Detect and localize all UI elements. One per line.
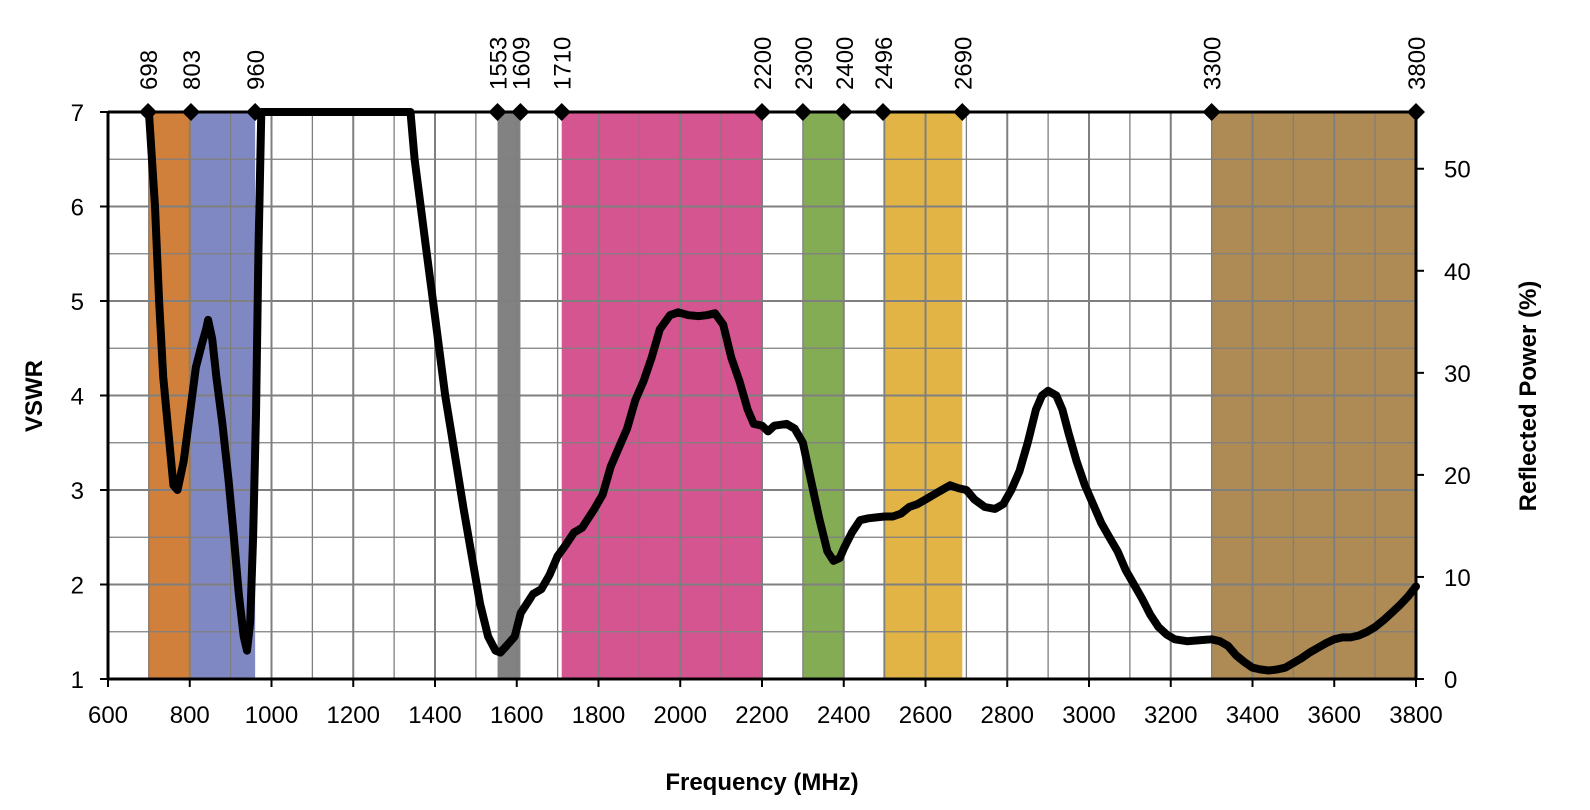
y2-tick-label-50: 50: [1444, 157, 1471, 184]
band-marker-label-2690: 2690: [950, 37, 977, 90]
band-marker-label-3300: 3300: [1200, 37, 1227, 90]
y2-tick-label-10: 10: [1444, 565, 1471, 592]
band-marker-label-698: 698: [136, 50, 163, 90]
band-marker-label-2300: 2300: [791, 37, 818, 90]
band-marker-label-2200: 2200: [750, 37, 777, 90]
x-tick-label-600: 600: [88, 702, 128, 729]
x-tick-label-3000: 3000: [1062, 702, 1115, 729]
band-marker-label-803: 803: [179, 50, 206, 90]
x-tick-label-1800: 1800: [572, 702, 625, 729]
y-tick-label-6: 6: [71, 195, 84, 222]
band-marker-2690: [953, 103, 972, 121]
x-axis-title: Frequency (MHz): [665, 769, 858, 796]
band-marker-label-1609: 1609: [508, 37, 535, 90]
band-marker-2496: [873, 103, 892, 121]
y2-tick-label-30: 30: [1444, 361, 1471, 388]
grid: [108, 112, 1416, 679]
x-tick-label-2800: 2800: [981, 702, 1034, 729]
band-marker-960: [246, 103, 265, 121]
x-tick-label-1000: 1000: [245, 702, 298, 729]
y-tick-label-1: 1: [71, 667, 84, 694]
band-marker-label-1710: 1710: [550, 37, 577, 90]
band-marker-2300: [793, 103, 812, 121]
band-marker-698: [139, 103, 158, 121]
tick-labels: 600 800 1000 1200 1400 1600 1800 2000 2200 2400 26…: [71, 37, 1471, 729]
x-tick-label-3800: 3800: [1389, 702, 1442, 729]
band-marker-2200: [753, 103, 771, 121]
y2-axis-title: Reflected Power (%): [1515, 281, 1542, 512]
band-marker-label-2496: 2496: [871, 37, 898, 90]
y2-tick-label-40: 40: [1444, 259, 1471, 286]
band-marker-3800: [1407, 103, 1425, 121]
y-axis-title: VSWR: [21, 360, 48, 432]
x-tick-label-1200: 1200: [327, 702, 380, 729]
band-marker-803: [181, 103, 200, 121]
band-markers: [139, 103, 1425, 121]
band-marker-label-3800: 3800: [1404, 37, 1431, 90]
band-marker-1710: [552, 103, 571, 121]
y-tick-label-5: 5: [71, 289, 84, 316]
y-tick-label-4: 4: [71, 384, 84, 411]
x-tick-label-2000: 2000: [654, 702, 707, 729]
band-marker-3300: [1202, 103, 1221, 121]
band-marker-label-1553: 1553: [486, 37, 513, 90]
band-marker-label-2400: 2400: [832, 37, 859, 90]
y-tick-label-2: 2: [71, 573, 84, 600]
x-tick-label-1400: 1400: [408, 702, 461, 729]
x-tick-label-2400: 2400: [817, 702, 870, 729]
band-marker-1553: [488, 103, 507, 121]
x-tick-label-2200: 2200: [735, 702, 788, 729]
y2-tick-label-20: 20: [1444, 463, 1471, 490]
x-tick-label-2600: 2600: [899, 702, 952, 729]
y-tick-label-3: 3: [71, 478, 84, 505]
y-tick-label-7: 7: [71, 100, 84, 127]
x-tick-label-1600: 1600: [490, 702, 543, 729]
x-tick-label-3200: 3200: [1144, 702, 1197, 729]
band-marker-1609: [511, 103, 530, 121]
x-tick-label-3600: 3600: [1308, 702, 1361, 729]
y2-tick-label-0: 0: [1444, 667, 1457, 694]
x-tick-label-800: 800: [170, 702, 210, 729]
band-marker-label-960: 960: [243, 50, 270, 90]
x-tick-label-3400: 3400: [1226, 702, 1279, 729]
band-marker-2400: [834, 103, 853, 121]
